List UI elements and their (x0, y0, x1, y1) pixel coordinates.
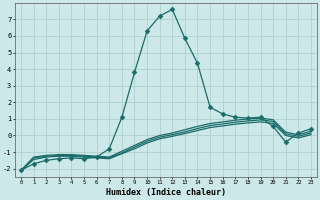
X-axis label: Humidex (Indice chaleur): Humidex (Indice chaleur) (106, 188, 226, 197)
